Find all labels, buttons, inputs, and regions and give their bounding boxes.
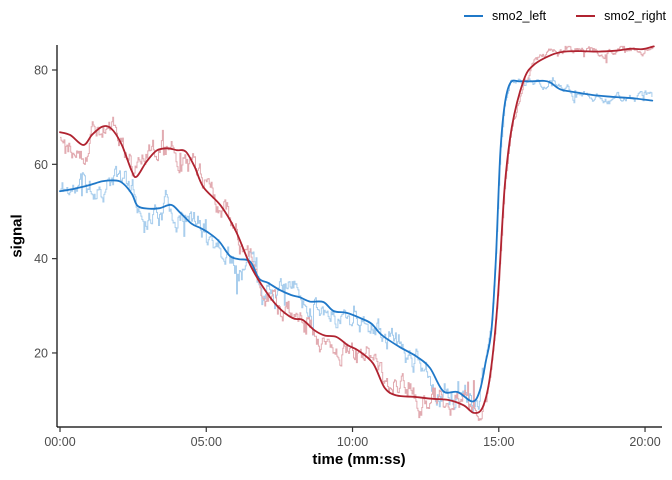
y-tick-label: 80 [34,63,48,77]
legend-label-smo2-left: smo2_left [491,9,547,23]
legend: smo2_left smo2_right [463,9,666,23]
legend-key-smo2-right-icon [576,15,596,17]
y-tick-label: 60 [34,158,48,172]
x-axis-title: time (mm:ss) [312,451,406,468]
x-tick-label: 10:00 [337,435,368,449]
legend-item-smo2-right: smo2_right [576,9,666,23]
smooth-line-smo2_right [59,45,655,414]
x-tick-label: 00:00 [44,435,75,449]
legend-item-smo2-left: smo2_left [463,9,547,23]
smooth-line-smo2_left [59,79,654,403]
raw-line-smo2_right [60,45,655,421]
raw-line-smo2_left [60,77,653,412]
x-tick-label: 05:00 [191,435,222,449]
x-tick-label: 20:00 [629,435,660,449]
y-axis-title: signal [8,214,26,258]
y-tick-label: 40 [34,252,48,266]
x-tick-label: 15:00 [483,435,514,449]
legend-label-smo2-right: smo2_right [604,9,666,23]
y-tick-label: 20 [34,346,48,360]
legend-key-smo2-left-icon [463,15,483,17]
